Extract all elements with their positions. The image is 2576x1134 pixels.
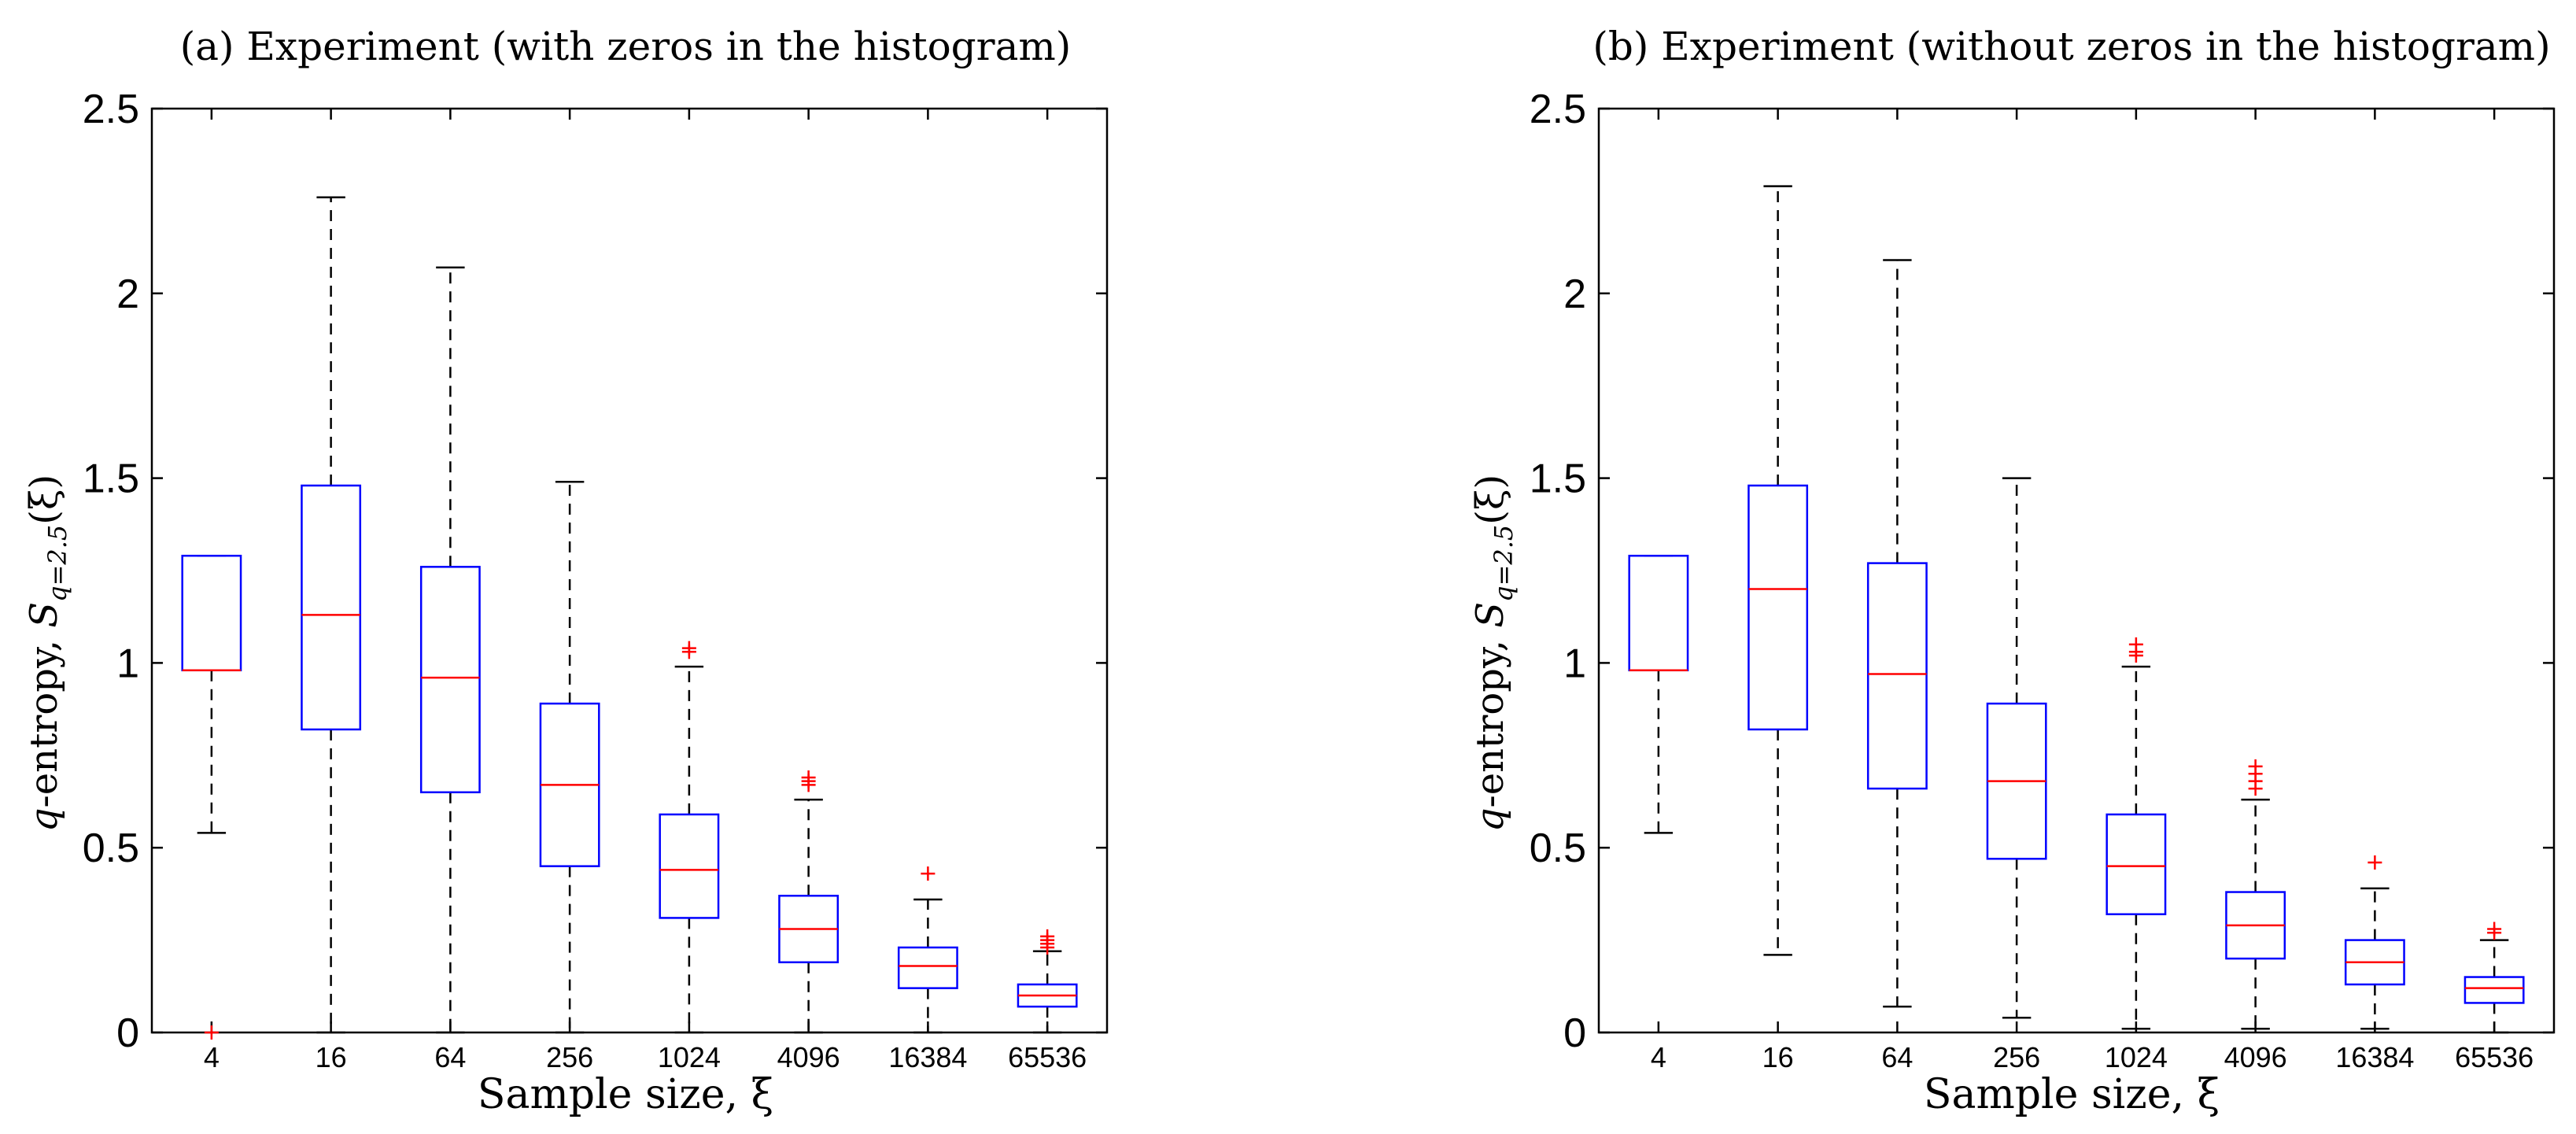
box [1866, 562, 1928, 790]
x-tick-label: 4 [1651, 1041, 1666, 1073]
x-tick-label: 65536 [1008, 1041, 1087, 1073]
x-tick-label: 4096 [2224, 1041, 2287, 1073]
x-tick-label: 1024 [658, 1041, 721, 1073]
y-label-q: q [22, 807, 66, 832]
x-tick-label: 64 [1881, 1041, 1913, 1073]
x-tick-label: 16384 [888, 1041, 967, 1073]
y-axis-label: q-entropy, Sq=2.5(ξ) [1468, 475, 1519, 832]
x-tick-label: 16384 [2335, 1041, 2414, 1073]
box [1747, 484, 1809, 731]
box [2105, 813, 2167, 915]
y-label-subscript: q=2.5 [1489, 525, 1519, 602]
y-tick-label: 2.5 [83, 87, 139, 132]
y-label-q: q [1468, 807, 1512, 832]
chart-panel-a: (a) Experiment (with zeros in the histog… [22, 24, 1109, 1118]
x-tick-label: 4096 [777, 1041, 840, 1073]
box [1628, 554, 1689, 672]
y-label-symbol: S [22, 602, 66, 628]
chart-title: (a) Experiment (with zeros in the histog… [180, 24, 1072, 69]
y-tick-label: 0.5 [1530, 826, 1586, 871]
y-axis-label: q-entropy, Sq=2.5(ξ) [22, 475, 72, 832]
axes-frame [150, 107, 1109, 1034]
y-tick-label: 0.5 [83, 826, 139, 871]
x-tick-label: 16 [316, 1041, 347, 1073]
y-tick-label: 1.5 [1530, 456, 1586, 502]
outlier-marker [204, 1025, 219, 1040]
box [181, 554, 242, 672]
chart-title: (b) Experiment (without zeros in the his… [1592, 24, 2550, 69]
y-label-arg: (ξ) [1468, 475, 1512, 525]
box [419, 566, 481, 794]
outlier-marker [801, 770, 816, 785]
y-label-text: -entropy, [22, 628, 66, 808]
y-tick-label: 1.5 [83, 456, 139, 502]
outlier-marker [1040, 929, 1055, 944]
y-label-subscript: q=2.5 [42, 525, 72, 602]
y-tick-label: 1 [1563, 641, 1586, 686]
y-label-arg: (ξ) [22, 475, 66, 525]
outlier-marker [2248, 759, 2263, 774]
y-tick-label: 2 [116, 271, 139, 317]
x-tick-label: 4 [204, 1041, 220, 1073]
y-tick-label: 0 [116, 1010, 139, 1056]
outlier-marker [2128, 637, 2143, 652]
x-tick-label: 64 [434, 1041, 466, 1073]
y-label-symbol: S [1468, 602, 1512, 628]
x-tick-label: 256 [1993, 1041, 2040, 1073]
y-tick-label: 2.5 [1530, 87, 1586, 132]
plot-area: 0 0.5 1 1.5 2 2.5 4 16 64 256 1024 4096 16384 65536 [1530, 87, 2556, 1073]
box [2463, 976, 2525, 1004]
outlier-marker [2487, 922, 2502, 936]
x-tick-label: 16 [1762, 1041, 1794, 1073]
y-tick-label: 0 [1563, 1010, 1586, 1056]
x-axis-label: Sample size, ξ [478, 1071, 773, 1118]
x-tick-label: 65536 [2455, 1041, 2534, 1073]
x-axis-label: Sample size, ξ [1924, 1071, 2220, 1118]
x-tick-label: 1024 [2105, 1041, 2168, 1073]
outlier-marker [2367, 855, 2382, 870]
y-label-text: -entropy, [1468, 628, 1512, 808]
x-tick-label: 256 [546, 1041, 593, 1073]
y-tick-label: 1 [116, 641, 139, 686]
outlier-marker [681, 641, 696, 656]
plot-area: 0 0.5 1 1.5 2 2.5 4 16 64 256 1024 4096 16384 65536 [83, 87, 1109, 1073]
axes-frame [1597, 107, 2556, 1034]
y-tick-label: 2 [1563, 271, 1586, 317]
outlier-marker [921, 866, 936, 881]
chart-panel-b: (b) Experiment (without zeros in the his… [1468, 24, 2556, 1118]
box [659, 813, 720, 919]
box [301, 484, 362, 731]
box [897, 946, 958, 989]
